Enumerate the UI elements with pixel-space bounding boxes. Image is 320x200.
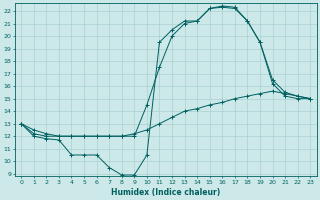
X-axis label: Humidex (Indice chaleur): Humidex (Indice chaleur)	[111, 188, 220, 197]
